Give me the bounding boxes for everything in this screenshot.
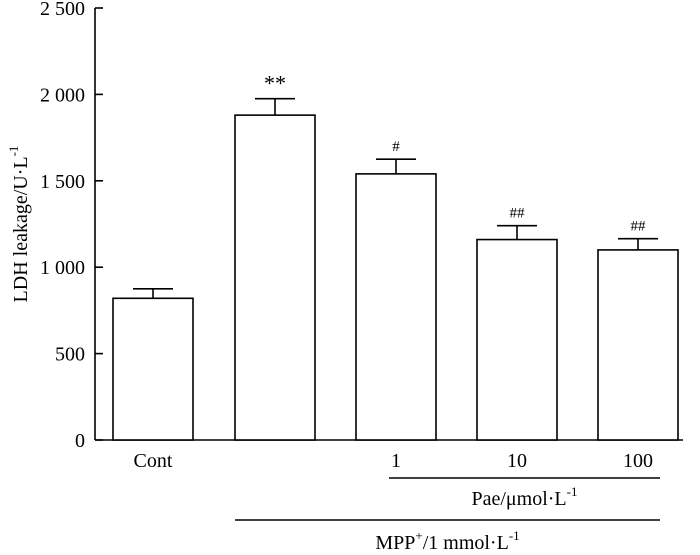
bar xyxy=(476,238,558,441)
bars xyxy=(112,97,679,441)
significance-mark: ** xyxy=(264,71,286,96)
y-tick-label: 2 000 xyxy=(40,84,85,106)
bar xyxy=(355,173,437,441)
significance-mark: ## xyxy=(631,219,647,235)
group-label-mpp: MPP+/1 mmol·L-1 xyxy=(375,528,519,554)
category-label: 100 xyxy=(623,450,653,472)
significance-mark: ## xyxy=(510,206,526,222)
bar xyxy=(234,114,316,441)
group-label-pae: Pae/μmol·L-1 xyxy=(472,484,578,510)
labels: Cont ** #1 ## 10 ## 100 xyxy=(134,71,653,472)
bar xyxy=(597,249,679,441)
category-label: 10 xyxy=(507,450,527,472)
y-tick-label: 1 500 xyxy=(40,171,85,193)
axes: 0 500 1 000 1 500 2 000 2 500 LDH leakage/U·L-… xyxy=(6,0,683,452)
category-label: Cont xyxy=(134,450,173,472)
groups: Pae/μmol·L-1 MPP+/1 mmol·L-1 xyxy=(235,477,660,554)
y-tick-label: 2 500 xyxy=(40,0,85,20)
y-axis-title: LDH leakage/U·L-1 xyxy=(6,146,32,303)
y-tick-label: 0 xyxy=(75,430,85,452)
significance-mark: # xyxy=(392,139,400,155)
bar xyxy=(112,297,194,441)
y-tick-label: 500 xyxy=(55,344,85,366)
category-label: 1 xyxy=(391,450,401,472)
y-tick-label: 1 000 xyxy=(40,257,85,279)
